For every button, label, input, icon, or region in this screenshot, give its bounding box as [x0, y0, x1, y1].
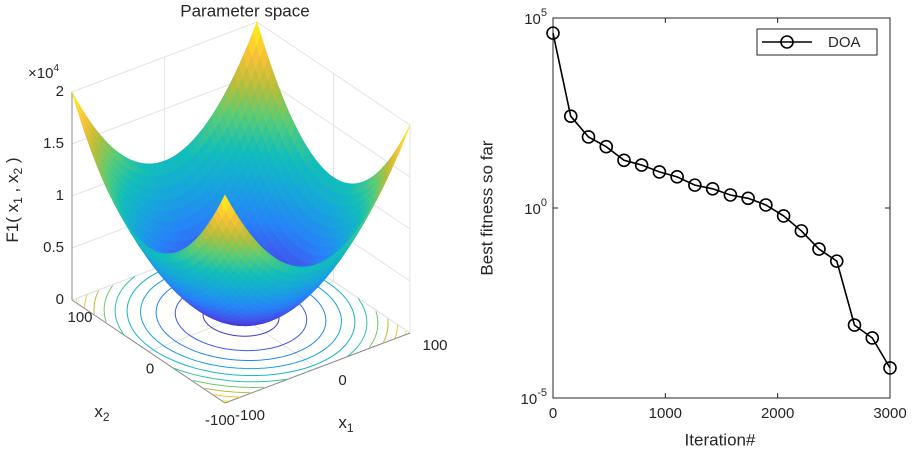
- label-text: x: [338, 413, 347, 432]
- marker: [794, 224, 809, 238]
- tick-exp: 0: [541, 197, 547, 209]
- label-text: , x: [3, 174, 22, 197]
- surface-patch: [71, 91, 81, 114]
- y-axis-label: x2: [94, 402, 110, 424]
- multiplier-exp: 4: [53, 63, 59, 74]
- x-axis-label: Iteration#: [685, 430, 756, 449]
- marker: [759, 198, 773, 212]
- y-tick-label: 100: [524, 197, 547, 218]
- y-tick-label: 100: [67, 309, 92, 326]
- surface-patch: [220, 194, 230, 212]
- z-multiplier: ×104: [28, 63, 59, 82]
- legend-marker: [780, 35, 794, 49]
- x-tick-label: 0: [549, 405, 557, 422]
- x-tick-label: 100: [422, 337, 447, 354]
- label-sub: 1: [11, 197, 25, 204]
- tick-base: 10: [524, 201, 541, 218]
- x-axis-label: x1: [338, 413, 354, 435]
- marker: [865, 331, 880, 345]
- x-tick-label: 1000: [649, 405, 682, 422]
- label-sub: 2: [11, 167, 25, 174]
- y-tick-label: -100: [205, 412, 235, 429]
- x-tick-label: 2000: [761, 405, 794, 422]
- grid-line: [256, 73, 411, 178]
- z-tick-label: 1.5: [43, 135, 64, 152]
- marker: [723, 188, 738, 202]
- grid-line: [256, 21, 411, 126]
- label-text: x: [94, 402, 103, 421]
- marker: [883, 361, 897, 375]
- tick-exp: 5: [541, 7, 547, 19]
- marker: [812, 242, 826, 256]
- x-tick-label: -100: [235, 407, 265, 424]
- z-tick-label: 2: [56, 83, 64, 100]
- marker: [829, 254, 844, 268]
- x-tick-label: 3000: [873, 405, 906, 422]
- plot-area: [552, 17, 891, 399]
- marker: [670, 170, 684, 184]
- marker: [546, 26, 560, 40]
- marker: [652, 165, 667, 179]
- grid-line: [71, 73, 258, 145]
- tick-exp: -5: [537, 387, 547, 399]
- label-sub: 1: [347, 421, 354, 435]
- surface: [71, 21, 411, 327]
- marker: [563, 109, 578, 124]
- marker: [741, 191, 755, 206]
- z-tick-label: 1: [56, 187, 64, 204]
- y-axis-label: Best fitness so far: [477, 140, 496, 275]
- z-axis-label: F1( x1 , x2 ): [3, 157, 25, 242]
- y-tick-label: 10-5: [521, 387, 547, 408]
- tick-base: 10: [524, 11, 541, 28]
- label-text: ): [3, 157, 22, 167]
- x-axis-line: [224, 332, 411, 404]
- z-tick-label: 0.5: [43, 239, 64, 256]
- marker: [617, 153, 631, 168]
- chart-title: Parameter space: [180, 1, 309, 20]
- x-tick-label: 0: [338, 372, 346, 389]
- legend-label: DOA: [828, 34, 861, 51]
- label-text: F1( x: [3, 203, 22, 242]
- multiplier-base: ×10: [28, 65, 53, 82]
- tick-base: 10: [521, 391, 538, 408]
- y-tick-label: 105: [524, 7, 547, 28]
- marker: [688, 178, 702, 192]
- marker: [776, 209, 791, 223]
- grid-line: [71, 21, 258, 93]
- y-axis-line: [71, 299, 226, 404]
- z-tick-label: 0: [56, 291, 64, 308]
- marker: [705, 182, 720, 196]
- line: [552, 32, 891, 369]
- y-tick-label: 0: [146, 360, 154, 377]
- marker: [599, 139, 614, 154]
- marker: [634, 158, 649, 172]
- label-sub: 2: [103, 410, 110, 424]
- marker: [847, 318, 862, 332]
- marker: [581, 130, 596, 144]
